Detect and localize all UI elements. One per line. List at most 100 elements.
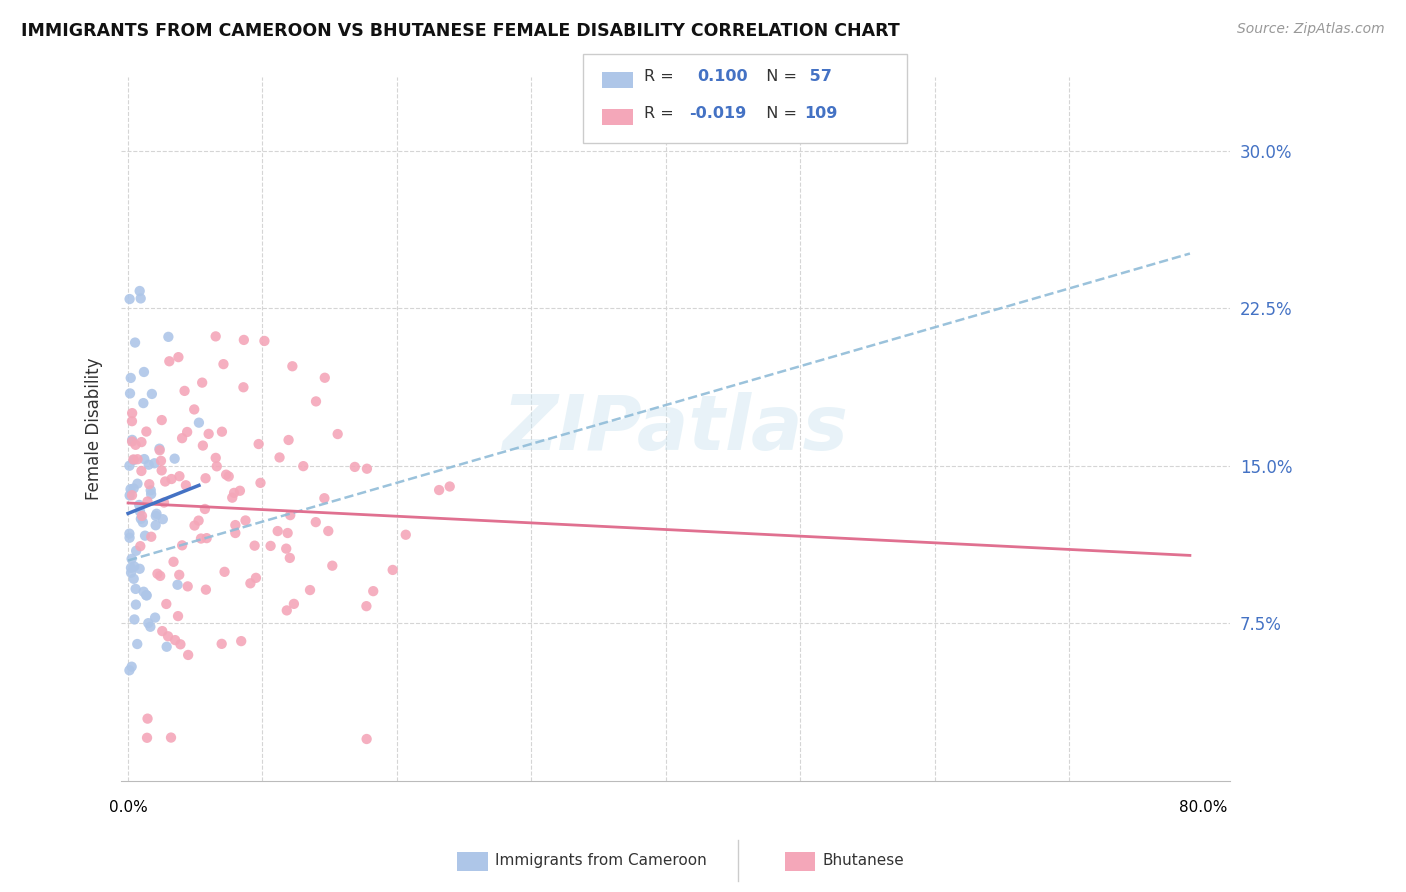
Point xyxy=(136,616,159,631)
Point xyxy=(121,552,143,566)
Point xyxy=(191,376,214,390)
Point xyxy=(356,461,378,475)
Point xyxy=(124,559,146,574)
Point xyxy=(120,566,142,580)
Point xyxy=(173,384,195,398)
Point xyxy=(152,512,174,526)
Point xyxy=(132,584,155,599)
Point xyxy=(120,561,142,575)
Point xyxy=(277,433,299,447)
Point xyxy=(129,504,152,518)
Point xyxy=(194,582,217,597)
Point xyxy=(128,498,150,512)
Point xyxy=(269,450,291,465)
Point xyxy=(146,566,169,581)
Point xyxy=(128,284,150,298)
Point xyxy=(150,463,173,477)
Point xyxy=(145,507,167,521)
Point xyxy=(247,437,270,451)
Point xyxy=(239,576,262,591)
Point xyxy=(135,588,157,602)
Point xyxy=(183,518,205,533)
Point xyxy=(136,494,159,508)
Point xyxy=(118,488,141,502)
Point xyxy=(155,597,177,611)
Point xyxy=(249,475,271,490)
Point xyxy=(243,539,266,553)
Point xyxy=(187,416,209,430)
Point xyxy=(259,539,281,553)
Point xyxy=(134,452,156,467)
Point xyxy=(143,456,166,470)
Point xyxy=(149,569,172,583)
Point xyxy=(305,394,328,409)
Point xyxy=(278,508,301,523)
Point xyxy=(169,469,191,483)
Point xyxy=(172,538,194,552)
Point xyxy=(124,438,146,452)
Point xyxy=(253,334,276,348)
Point xyxy=(124,335,146,350)
Point xyxy=(176,579,198,593)
Point xyxy=(277,526,299,541)
Point xyxy=(125,598,148,612)
Point xyxy=(132,365,155,379)
Point xyxy=(439,479,461,493)
Point xyxy=(139,483,162,498)
Point xyxy=(232,380,254,394)
Point xyxy=(305,515,328,529)
Point xyxy=(163,451,186,466)
Point xyxy=(172,431,194,445)
Point xyxy=(283,597,305,611)
Point xyxy=(153,475,176,489)
Text: N =: N = xyxy=(756,106,803,121)
Text: Bhutanese: Bhutanese xyxy=(823,854,904,868)
Text: Immigrants from Cameroon: Immigrants from Cameroon xyxy=(495,854,707,868)
Point xyxy=(145,518,167,533)
Point xyxy=(121,406,143,420)
Point xyxy=(343,459,366,474)
Point xyxy=(187,514,209,528)
Point xyxy=(167,609,190,624)
Point xyxy=(127,476,149,491)
Point xyxy=(129,512,152,526)
Point xyxy=(195,531,218,545)
Text: ZIPatlas: ZIPatlas xyxy=(503,392,849,467)
Point xyxy=(157,330,180,344)
Text: Source: ZipAtlas.com: Source: ZipAtlas.com xyxy=(1237,22,1385,37)
Y-axis label: Female Disability: Female Disability xyxy=(86,358,103,500)
Point xyxy=(218,469,240,483)
Point xyxy=(197,426,219,441)
Point xyxy=(298,582,321,597)
Point xyxy=(267,524,290,538)
Point xyxy=(131,435,153,450)
Point xyxy=(150,413,173,427)
Point xyxy=(169,637,191,651)
Point xyxy=(160,731,183,745)
Point xyxy=(214,565,236,579)
Point xyxy=(138,458,160,472)
Point xyxy=(148,442,170,456)
Point xyxy=(276,603,298,617)
Point xyxy=(131,508,153,523)
Point xyxy=(157,354,180,368)
Point xyxy=(162,555,184,569)
Point xyxy=(129,292,152,306)
Point xyxy=(211,425,233,439)
Point xyxy=(194,471,217,485)
Text: R =: R = xyxy=(644,106,679,121)
Point xyxy=(121,414,143,428)
Point xyxy=(150,624,173,639)
Point xyxy=(356,731,378,746)
Point xyxy=(167,567,190,582)
Point xyxy=(174,478,197,492)
Point xyxy=(165,633,187,648)
Point xyxy=(156,640,179,654)
Point xyxy=(167,350,190,364)
Point xyxy=(129,539,152,553)
Point xyxy=(211,637,233,651)
Point xyxy=(143,610,166,624)
Point xyxy=(191,439,214,453)
Point xyxy=(212,357,235,371)
Text: R =: R = xyxy=(644,69,683,84)
